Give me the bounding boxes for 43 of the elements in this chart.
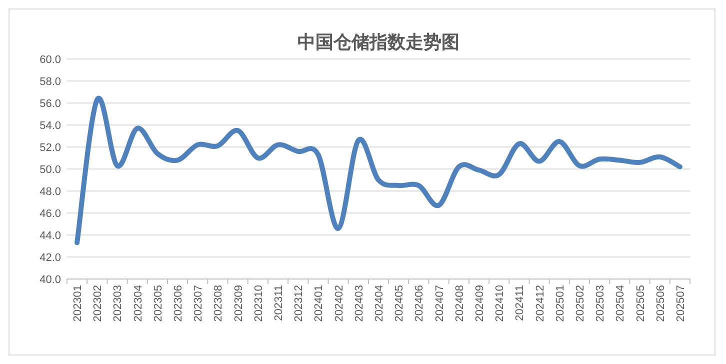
y-tick-label: 46.0: [40, 208, 61, 220]
y-tick-label: 54.0: [40, 120, 61, 132]
x-tick-label: 202403: [353, 285, 366, 322]
x-tick-label: 202505: [634, 285, 647, 322]
x-tick-label: 202410: [494, 285, 506, 322]
x-tick-label: 202404: [374, 285, 386, 322]
y-tick-label: 42.0: [40, 252, 61, 264]
y-tick-label: 40.0: [40, 274, 61, 286]
x-tick-label: 202503: [594, 285, 607, 322]
x-tick-label: 202307: [192, 285, 205, 322]
x-tick-label: 202412: [534, 285, 546, 322]
x-tick-label: 202311: [273, 285, 286, 321]
y-tick-label: 52.0: [40, 142, 61, 154]
x-tick-label: 202303: [112, 285, 124, 322]
x-tick-label: 202402: [333, 285, 346, 322]
chart-title: 中国仓储指数走势图: [298, 32, 460, 53]
x-tick-label: 202312: [293, 285, 306, 322]
x-tick-label: 202310: [252, 285, 265, 322]
y-tick-label: 58.0: [40, 76, 61, 88]
x-tick-label: 202501: [554, 285, 566, 322]
y-tick-label: 50.0: [40, 164, 61, 176]
x-tick-label: 202409: [474, 285, 486, 322]
x-tick-label: 202502: [574, 285, 586, 322]
x-tick-label: 202305: [152, 285, 164, 322]
y-tick-label: 56.0: [40, 98, 61, 110]
x-tick-label: 202411: [514, 285, 526, 321]
x-tick-label: 202301: [72, 285, 84, 322]
x-tick-label: 202308: [212, 285, 225, 322]
x-tick-label: 202304: [132, 285, 144, 322]
x-tick-label: 202406: [414, 285, 426, 322]
x-tick-label: 202306: [172, 285, 185, 322]
y-tick-label: 48.0: [40, 186, 61, 198]
x-tick-label: 202405: [394, 285, 406, 322]
y-tick-label: 44.0: [40, 230, 61, 242]
x-tick-label: 202507: [674, 285, 687, 322]
y-tick-label: 60.0: [40, 54, 61, 66]
x-tick-label: 202302: [92, 285, 104, 322]
x-tick-label: 202407: [434, 285, 446, 322]
x-tick-label: 202309: [232, 285, 245, 322]
x-tick-label: 202408: [454, 285, 466, 322]
x-tick-label: 202506: [654, 285, 667, 322]
x-tick-label: 202504: [614, 285, 627, 322]
x-tick-label: 202401: [313, 285, 326, 322]
